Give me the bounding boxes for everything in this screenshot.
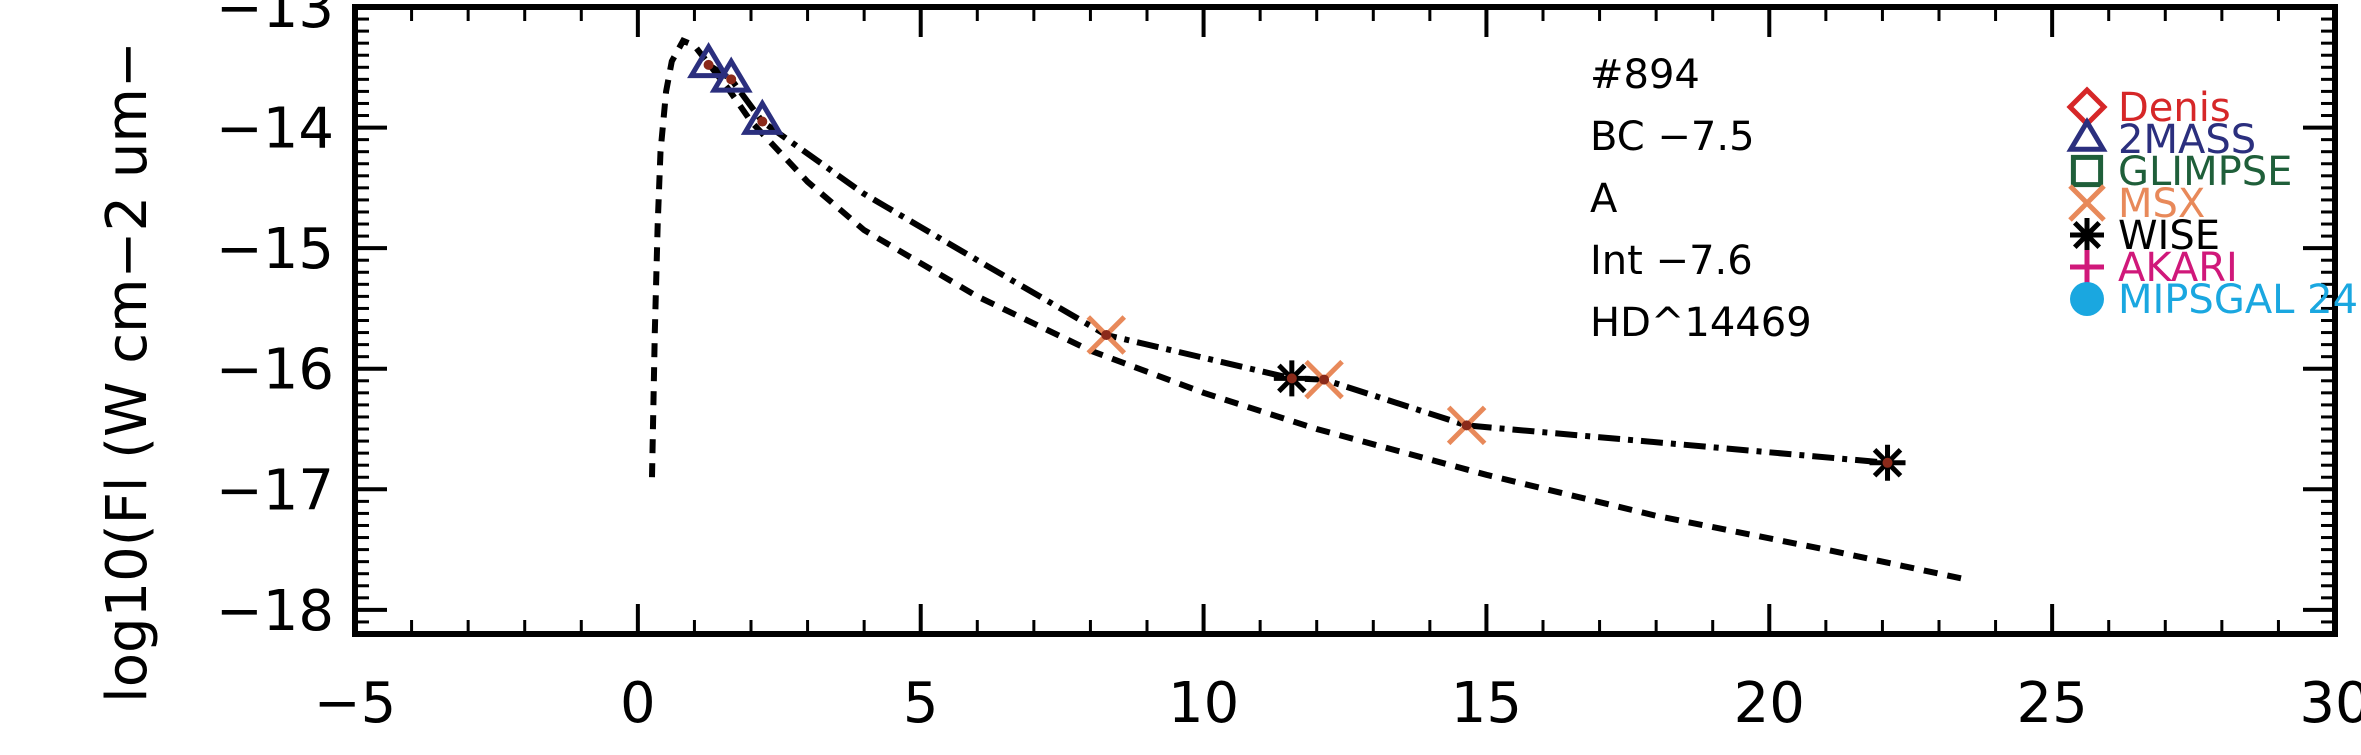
x-tick-label: 0 (620, 671, 656, 736)
legend-label: 2MASS (2118, 117, 2256, 163)
model-curve-dashed (649, 36, 1968, 583)
legend-label: MIPSGAL 24 (2118, 277, 2358, 323)
annotation-line: HD^14469 (1590, 300, 1812, 346)
legend-label: AKARI (2118, 245, 2238, 291)
y-tick-label: −15 (216, 217, 334, 282)
data-dot (757, 116, 768, 127)
triangle-marker (709, 56, 753, 93)
x-marker (2068, 184, 2106, 222)
tick-labels: −5 0 5 10 15 20 25 30 −18 −17 −16 −15 −14 −13 (216, 0, 2361, 736)
y-tick-label: −14 (216, 97, 334, 162)
axis-ticks (353, 5, 2337, 636)
legend-label: Denis (2118, 85, 2231, 131)
circle-marker (2070, 282, 2104, 316)
annotation-line: #894 (1590, 52, 1700, 98)
x-tick-label: −5 (314, 671, 397, 736)
triangle-marker (2066, 117, 2108, 152)
plot-frame (352, 4, 2338, 637)
model-curve-dashdot (706, 62, 1888, 466)
x-tick-label: 30 (2299, 671, 2361, 736)
data-dot (1286, 373, 1297, 384)
triangle-marker (687, 41, 731, 79)
annotation-line: A (1590, 176, 1618, 222)
data-dot (703, 59, 714, 70)
data-dot (1461, 420, 1472, 431)
y-tick-label: −17 (216, 458, 334, 523)
legend-label: GLIMPSE (2118, 149, 2292, 195)
annotation-line: BC −7.5 (1590, 114, 1755, 160)
x-tick-label: 5 (903, 671, 939, 736)
square-marker (2070, 154, 2104, 188)
data-points (687, 41, 1906, 481)
legend-label: WISE (2118, 213, 2220, 259)
x-tick-label: 20 (1734, 671, 1805, 736)
asterisk-marker (2070, 218, 2104, 252)
model-lines (649, 36, 1968, 583)
x-tick-label: 25 (2017, 671, 2088, 736)
annotation-line: Int −7.6 (1590, 238, 1753, 284)
triangle-marker (740, 98, 784, 135)
plus-marker (2070, 250, 2104, 284)
data-dot (1882, 457, 1893, 468)
y-axis-title: log10(Fl (W cm−2 um− (95, 41, 160, 703)
x-tick-label: 10 (1168, 671, 1239, 736)
x-tick-label: 15 (1451, 671, 1522, 736)
y-tick-label: −18 (216, 579, 334, 644)
y-tick-label: −16 (216, 338, 334, 403)
annotations: #894 BC −7.5 A Int −7.6 HD^14469 (1590, 52, 1812, 346)
data-dot (726, 74, 737, 85)
y-tick-label: −13 (216, 0, 334, 41)
data-dot (1101, 329, 1112, 340)
data-dot (1319, 374, 1330, 385)
legend-label: MSX (2118, 181, 2205, 227)
